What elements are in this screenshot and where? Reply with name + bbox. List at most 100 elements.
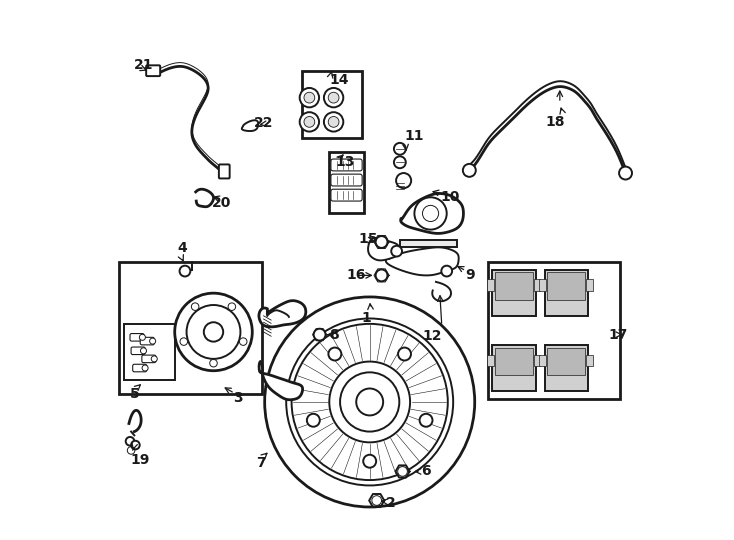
Text: 21: 21 xyxy=(134,58,154,72)
Text: 2: 2 xyxy=(386,496,396,510)
Circle shape xyxy=(210,360,217,367)
Circle shape xyxy=(150,338,156,344)
Text: 17: 17 xyxy=(608,328,628,342)
Polygon shape xyxy=(259,301,306,327)
Circle shape xyxy=(356,388,383,415)
Text: 9: 9 xyxy=(465,268,475,282)
FancyBboxPatch shape xyxy=(146,65,160,76)
Circle shape xyxy=(204,322,223,342)
Circle shape xyxy=(139,334,145,340)
Circle shape xyxy=(228,303,236,310)
Circle shape xyxy=(324,88,344,107)
Text: 15: 15 xyxy=(359,232,379,246)
Circle shape xyxy=(441,266,452,276)
Bar xyxy=(586,279,592,291)
Bar xyxy=(488,262,620,399)
Circle shape xyxy=(328,348,341,361)
Text: 12: 12 xyxy=(423,329,443,343)
Text: 13: 13 xyxy=(335,156,355,169)
Text: 20: 20 xyxy=(212,195,231,210)
FancyBboxPatch shape xyxy=(142,355,156,363)
Polygon shape xyxy=(259,361,302,400)
Bar xyxy=(495,272,533,300)
Circle shape xyxy=(398,348,411,361)
Text: 7: 7 xyxy=(257,456,266,470)
Circle shape xyxy=(307,414,320,427)
Circle shape xyxy=(394,143,406,155)
FancyBboxPatch shape xyxy=(133,364,147,372)
FancyBboxPatch shape xyxy=(131,347,145,355)
Bar xyxy=(487,279,493,291)
Circle shape xyxy=(391,246,402,256)
Bar xyxy=(545,346,588,391)
Text: 5: 5 xyxy=(130,387,139,401)
Circle shape xyxy=(192,303,199,310)
Bar xyxy=(330,152,364,213)
Circle shape xyxy=(394,157,406,168)
Circle shape xyxy=(376,236,388,248)
Circle shape xyxy=(304,117,315,127)
Polygon shape xyxy=(401,193,463,233)
Circle shape xyxy=(420,414,432,427)
Bar xyxy=(534,355,540,366)
Bar xyxy=(586,355,592,366)
Text: 3: 3 xyxy=(233,391,243,405)
Circle shape xyxy=(372,496,382,505)
Polygon shape xyxy=(241,120,258,131)
Bar xyxy=(548,272,585,300)
Circle shape xyxy=(396,173,411,188)
FancyBboxPatch shape xyxy=(331,189,362,201)
Text: 22: 22 xyxy=(254,116,274,130)
Bar xyxy=(495,348,533,375)
FancyBboxPatch shape xyxy=(331,159,362,171)
Circle shape xyxy=(239,338,247,346)
Circle shape xyxy=(180,338,188,346)
Bar xyxy=(493,346,536,391)
Bar xyxy=(487,355,493,366)
Polygon shape xyxy=(368,238,399,260)
Text: 10: 10 xyxy=(440,190,459,204)
Circle shape xyxy=(299,88,319,107)
Circle shape xyxy=(304,92,315,103)
Circle shape xyxy=(398,467,407,476)
Circle shape xyxy=(328,92,339,103)
Bar xyxy=(539,355,546,366)
Text: 14: 14 xyxy=(330,73,349,87)
Circle shape xyxy=(131,441,139,449)
Circle shape xyxy=(619,166,632,179)
Circle shape xyxy=(363,455,376,468)
Text: 4: 4 xyxy=(178,241,187,255)
Bar xyxy=(545,270,588,316)
FancyBboxPatch shape xyxy=(130,334,144,341)
Bar xyxy=(302,71,362,138)
Bar xyxy=(493,270,536,316)
Circle shape xyxy=(151,356,157,362)
Text: 11: 11 xyxy=(404,130,424,144)
Text: 19: 19 xyxy=(130,453,150,467)
Circle shape xyxy=(299,112,319,132)
Bar xyxy=(539,279,546,291)
Bar xyxy=(119,262,262,394)
Circle shape xyxy=(126,437,134,445)
Circle shape xyxy=(376,269,388,281)
Circle shape xyxy=(415,197,447,230)
Circle shape xyxy=(142,365,148,371)
Text: 16: 16 xyxy=(346,268,366,282)
Circle shape xyxy=(313,329,325,341)
Circle shape xyxy=(140,348,147,354)
Text: 8: 8 xyxy=(330,328,339,342)
Polygon shape xyxy=(386,247,459,275)
FancyBboxPatch shape xyxy=(140,338,154,345)
FancyBboxPatch shape xyxy=(219,165,230,178)
Text: 6: 6 xyxy=(421,464,431,478)
Circle shape xyxy=(324,112,344,132)
Bar xyxy=(123,324,175,380)
FancyBboxPatch shape xyxy=(331,174,362,186)
Circle shape xyxy=(463,164,476,177)
Bar xyxy=(548,348,585,375)
Text: 18: 18 xyxy=(545,115,565,129)
Text: 1: 1 xyxy=(362,312,371,326)
Bar xyxy=(534,279,540,291)
Circle shape xyxy=(180,266,190,276)
Circle shape xyxy=(328,117,339,127)
